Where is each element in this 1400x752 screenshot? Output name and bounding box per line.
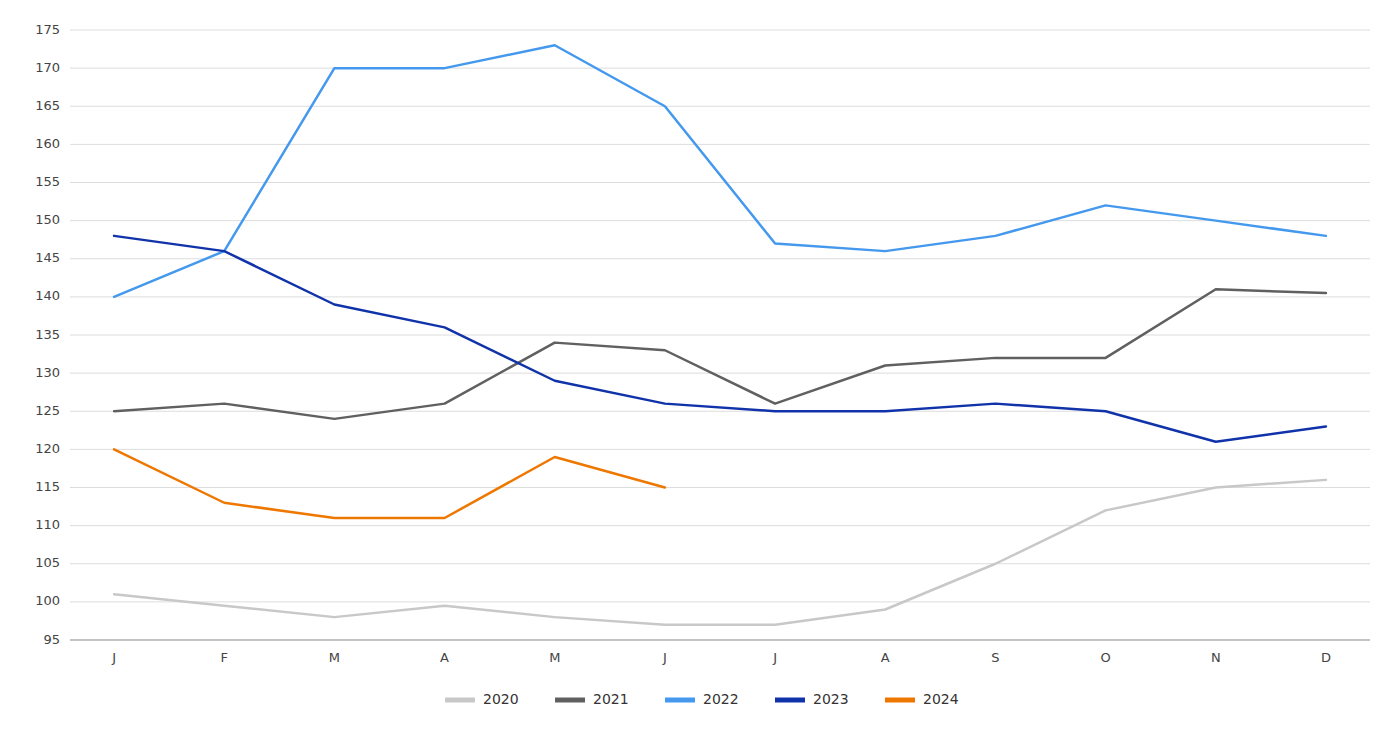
legend-label: 2023 <box>813 691 849 707</box>
legend-label: 2022 <box>703 691 739 707</box>
x-tick-label: M <box>549 650 560 665</box>
legend-label: 2020 <box>483 691 519 707</box>
series-line <box>114 45 1326 297</box>
y-tick-label: 115 <box>35 479 60 494</box>
y-tick-label: 110 <box>35 517 60 532</box>
grid-line <box>70 30 1370 31</box>
y-axis: 95 100 105 110 115 120 125 130 135 140 145 150 155 16… <box>35 22 60 647</box>
grid-line <box>70 68 1370 69</box>
series-lines <box>114 45 1326 625</box>
series-line <box>114 480 1326 625</box>
y-tick-label: 135 <box>35 327 60 342</box>
grid-line <box>70 640 1370 641</box>
y-tick-label: 175 <box>35 22 60 37</box>
series-line <box>114 289 1326 419</box>
x-tick-label: A <box>440 650 449 665</box>
grid-line <box>70 258 1370 259</box>
x-axis-line <box>70 640 1370 641</box>
x-tick-label: M <box>329 650 340 665</box>
y-tick-label: 165 <box>35 98 60 113</box>
grid <box>70 30 1370 640</box>
legend-swatch <box>555 698 585 703</box>
x-tick-label: D <box>1321 650 1331 665</box>
legend: 2020 2021 2022 2023 2024 <box>445 691 959 707</box>
y-tick-label: 140 <box>35 288 60 303</box>
y-tick-label: 125 <box>35 403 60 418</box>
grid-line <box>70 601 1370 602</box>
series-line <box>114 449 665 518</box>
y-tick-label: 95 <box>43 632 60 647</box>
x-tick-label: J <box>772 650 777 665</box>
x-tick-label: F <box>220 650 227 665</box>
y-tick-label: 155 <box>35 174 60 189</box>
legend-swatch <box>775 698 805 703</box>
y-tick-label: 145 <box>35 250 60 265</box>
y-tick-label: 170 <box>35 60 60 75</box>
y-tick-label: 160 <box>35 136 60 151</box>
legend-swatch <box>885 698 915 703</box>
grid-line <box>70 563 1370 564</box>
grid-line <box>70 106 1370 107</box>
legend-swatch <box>445 698 475 703</box>
legend-label: 2021 <box>593 691 629 707</box>
grid-line <box>70 144 1370 145</box>
grid-line <box>70 449 1370 450</box>
legend-swatch <box>665 698 695 703</box>
grid-line <box>70 373 1370 374</box>
series-line <box>114 236 1326 442</box>
legend-label: 2024 <box>923 691 959 707</box>
y-tick-label: 120 <box>35 441 60 456</box>
y-tick-label: 100 <box>35 593 60 608</box>
x-tick-label: A <box>881 650 890 665</box>
y-tick-label: 105 <box>35 555 60 570</box>
x-tick-label: O <box>1100 650 1110 665</box>
x-tick-label: J <box>662 650 667 665</box>
grid-line <box>70 220 1370 221</box>
chart-container: 95 100 105 110 115 120 125 130 135 140 145 150 155 16… <box>0 0 1400 752</box>
x-tick-label: S <box>991 650 999 665</box>
grid-line <box>70 411 1370 412</box>
x-axis: JFMAMJJASOND <box>70 640 1370 665</box>
y-tick-label: 130 <box>35 365 60 380</box>
x-tick-label: J <box>111 650 116 665</box>
grid-line <box>70 296 1370 297</box>
chart-svg: 95 100 105 110 115 120 125 130 135 140 145 150 155 16… <box>0 0 1400 752</box>
grid-line <box>70 335 1370 336</box>
x-tick-label: N <box>1211 650 1221 665</box>
grid-line <box>70 525 1370 526</box>
grid-line <box>70 487 1370 488</box>
y-tick-label: 150 <box>35 212 60 227</box>
